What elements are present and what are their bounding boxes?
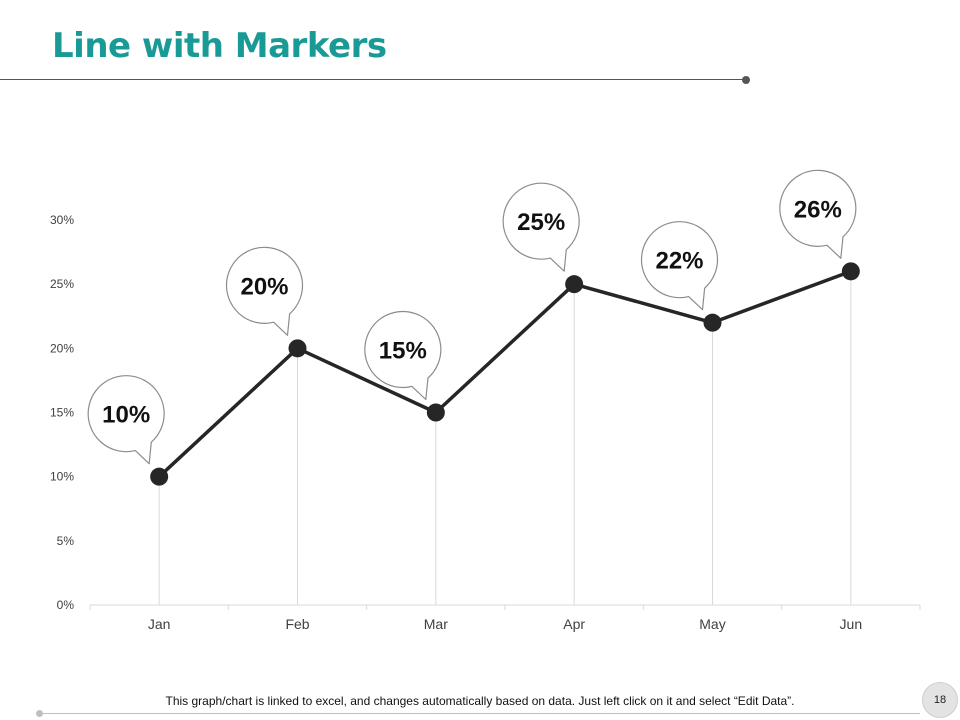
callout-jun: 26% bbox=[779, 169, 857, 259]
callout-feb: 20% bbox=[225, 246, 304, 336]
page-number-badge: 18 bbox=[922, 682, 958, 718]
title-divider bbox=[0, 79, 746, 80]
callout-jan: 10% bbox=[87, 375, 165, 465]
callout-may: 22% bbox=[640, 221, 719, 311]
data-point-feb bbox=[288, 339, 307, 358]
callout-bubble bbox=[87, 375, 165, 465]
data-label-feb: 20% bbox=[240, 273, 288, 300]
y-tick-label: 20% bbox=[50, 341, 74, 355]
callout-apr: 25% bbox=[502, 182, 580, 272]
data-label-callouts: 10% 20% 15% 25% 22% 26% bbox=[87, 169, 857, 465]
y-axis-tick-labels: 0% 5% 10% 15% 20% 25% 30% bbox=[50, 213, 74, 612]
callout-bubble bbox=[502, 182, 580, 272]
x-tick-label-mar: Mar bbox=[424, 616, 448, 632]
page-number: 18 bbox=[933, 694, 947, 706]
x-tick-label-apr: Apr bbox=[563, 616, 585, 632]
y-tick-label: 0% bbox=[57, 598, 75, 612]
data-point-apr bbox=[565, 275, 584, 294]
series-line-path bbox=[157, 269, 852, 478]
footer-divider-dot bbox=[36, 710, 43, 717]
callout-mar: 15% bbox=[364, 310, 442, 401]
y-tick-label: 5% bbox=[57, 534, 75, 548]
y-tick-label: 30% bbox=[50, 213, 74, 227]
x-tick-label-jan: Jan bbox=[148, 616, 171, 632]
data-label-mar: 15% bbox=[379, 338, 427, 365]
series-markers bbox=[150, 262, 860, 486]
vertical-gridlines bbox=[158, 271, 852, 605]
data-point-mar bbox=[426, 403, 445, 422]
x-tick-label-may: May bbox=[699, 616, 725, 632]
data-point-jan bbox=[150, 467, 169, 486]
x-axis bbox=[89, 604, 921, 610]
slide-title: Line with Markers bbox=[52, 26, 387, 66]
series-line bbox=[157, 269, 852, 478]
data-label-jan: 10% bbox=[102, 402, 150, 429]
y-tick-label: 15% bbox=[50, 406, 74, 420]
x-axis-tick-labels: Jan Feb Mar Apr May Jun bbox=[148, 616, 862, 632]
data-point-may bbox=[703, 313, 722, 332]
callout-bubble bbox=[640, 221, 719, 311]
footer-divider bbox=[40, 713, 920, 714]
y-tick-label: 25% bbox=[50, 277, 74, 291]
data-label-jun: 26% bbox=[794, 196, 842, 223]
data-label-may: 22% bbox=[655, 248, 703, 275]
x-tick-label-jun: Jun bbox=[840, 616, 863, 632]
y-tick-label: 10% bbox=[50, 470, 74, 484]
chart-footnote: This graph/chart is linked to excel, and… bbox=[165, 694, 795, 708]
callout-bubble bbox=[779, 169, 857, 259]
callout-bubble bbox=[364, 310, 442, 401]
callout-bubble bbox=[225, 246, 304, 336]
data-point-jun bbox=[841, 262, 860, 281]
title-divider-dot bbox=[742, 76, 750, 84]
x-tick-label-feb: Feb bbox=[285, 616, 309, 632]
data-label-apr: 25% bbox=[517, 209, 565, 236]
